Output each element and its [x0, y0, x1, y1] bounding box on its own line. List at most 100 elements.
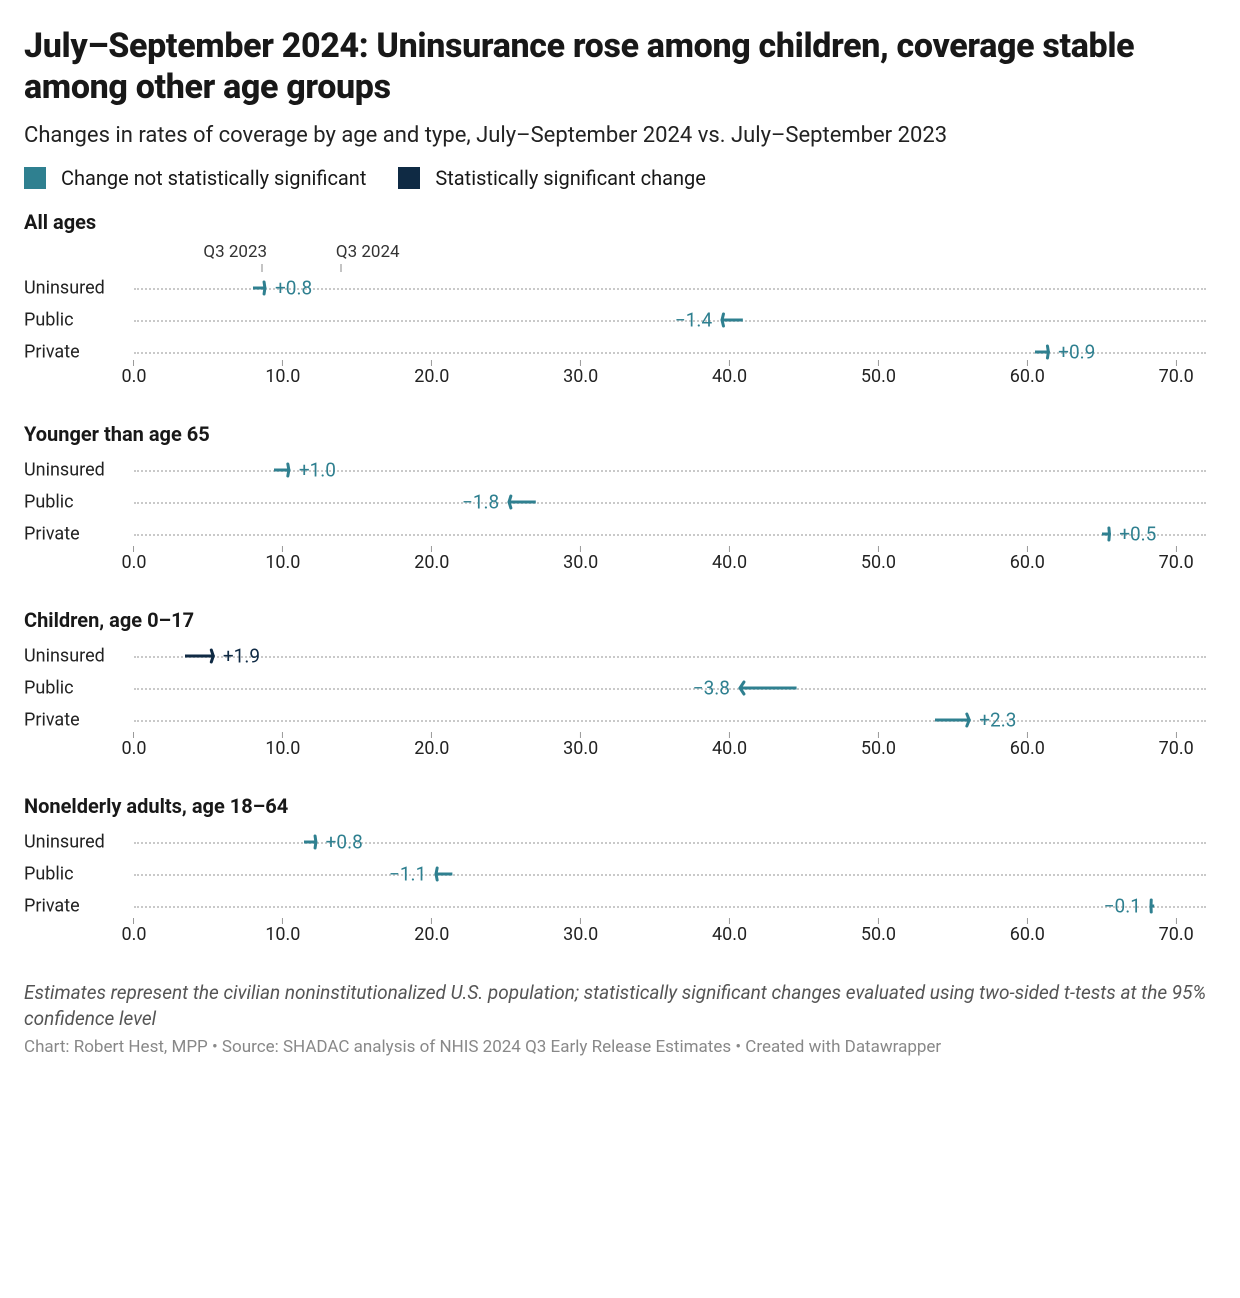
plot-area: Uninsured+1.9Public−3.8Private+2.30.010.… — [134, 640, 1206, 770]
panel: Nonelderly adults, age 18–64Uninsured+0.… — [24, 794, 1216, 956]
x-axis-tick: 50.0 — [861, 552, 896, 573]
change-arrow — [185, 646, 213, 666]
row-category-label: Uninsured — [24, 277, 124, 298]
period-tick-2024 — [340, 264, 341, 272]
row-category-label: Public — [24, 309, 124, 330]
legend-label-not-sig: Change not statistically significant — [61, 166, 366, 190]
x-axis: 0.010.020.030.040.050.060.070.0 — [134, 738, 1206, 770]
change-arrow — [253, 278, 265, 298]
x-axis-tick: 40.0 — [712, 366, 747, 387]
panel: Younger than age 65Uninsured+1.0Public−1… — [24, 422, 1216, 584]
x-axis-tick: 50.0 — [861, 924, 896, 945]
x-axis-tick: 10.0 — [265, 552, 300, 573]
arrow-row: Uninsured+0.8 — [134, 826, 1206, 858]
x-axis-tick: 30.0 — [563, 366, 598, 387]
period-label-2023: Q3 2023 — [203, 242, 267, 262]
legend-label-sig: Statistically significant change — [435, 166, 705, 190]
x-axis-tick: 40.0 — [712, 552, 747, 573]
legend-swatch-sig — [398, 167, 420, 189]
x-axis-tick: 60.0 — [1010, 738, 1045, 759]
row-gridline — [134, 656, 1206, 658]
rows: Uninsured+1.0Public−1.8Private+0.5 — [134, 454, 1206, 550]
change-arrow — [436, 864, 452, 884]
row-category-label: Private — [24, 523, 124, 544]
x-axis-tick: 30.0 — [563, 738, 598, 759]
x-axis-tick: 50.0 — [861, 366, 896, 387]
x-axis-tick: 20.0 — [414, 552, 449, 573]
change-arrow — [1102, 524, 1109, 544]
row-category-label: Public — [24, 491, 124, 512]
legend: Change not statistically significant Sta… — [24, 166, 1216, 190]
arrow-row: Private+0.9 — [134, 336, 1206, 368]
row-gridline — [134, 534, 1206, 536]
row-gridline — [134, 502, 1206, 504]
row-gridline — [134, 320, 1206, 322]
change-label: −1.1 — [389, 862, 426, 885]
x-axis-tick: 20.0 — [414, 738, 449, 759]
arrow-row: Private−0.1 — [134, 890, 1206, 922]
change-arrow — [1151, 896, 1154, 916]
x-axis: 0.010.020.030.040.050.060.070.0 — [134, 924, 1206, 956]
row-category-label: Uninsured — [24, 831, 124, 852]
row-gridline — [134, 842, 1206, 844]
change-arrow — [722, 310, 743, 330]
x-axis-tick: 0.0 — [122, 552, 147, 573]
panel-title: Younger than age 65 — [24, 422, 1216, 446]
change-arrow — [304, 832, 316, 852]
period-label-2024: Q3 2024 — [336, 242, 400, 262]
row-gridline — [134, 874, 1206, 876]
arrow-row: Uninsured+0.8 — [134, 272, 1206, 304]
legend-item-not-sig: Change not statistically significant — [24, 166, 366, 190]
chart-wrapper: July–September 2024: Uninsurance rose am… — [0, 0, 1240, 1081]
legend-swatch-not-sig — [24, 167, 46, 189]
x-axis: 0.010.020.030.040.050.060.070.0 — [134, 552, 1206, 584]
change-label: −1.4 — [675, 308, 712, 331]
panel-title: All ages — [24, 210, 1216, 234]
change-label: +0.8 — [275, 276, 312, 299]
x-axis-tick: 60.0 — [1010, 366, 1045, 387]
x-axis-tick: 30.0 — [563, 924, 598, 945]
row-gridline — [134, 688, 1206, 690]
panel-title: Nonelderly adults, age 18–64 — [24, 794, 1216, 818]
arrow-row: Public−1.8 — [134, 486, 1206, 518]
change-label: −1.8 — [462, 490, 499, 513]
arrow-row: Uninsured+1.9 — [134, 640, 1206, 672]
change-label: −0.1 — [1104, 894, 1141, 917]
x-axis-tick: 50.0 — [861, 738, 896, 759]
arrow-row: Public−1.4 — [134, 304, 1206, 336]
rows: Uninsured+0.8Public−1.1Private−0.1 — [134, 826, 1206, 922]
arrow-row: Public−1.1 — [134, 858, 1206, 890]
x-axis-tick: 60.0 — [1010, 924, 1045, 945]
row-category-label: Private — [24, 709, 124, 730]
change-arrow — [509, 492, 536, 512]
arrow-row: Public−3.8 — [134, 672, 1206, 704]
panel: All agesQ3 2023Q3 2024Uninsured+0.8Publi… — [24, 210, 1216, 398]
x-axis: 0.010.020.030.040.050.060.070.0 — [134, 366, 1206, 398]
x-axis-tick: 70.0 — [1159, 552, 1194, 573]
row-gridline — [134, 720, 1206, 722]
arrow-row: Private+0.5 — [134, 518, 1206, 550]
change-label: +0.8 — [326, 830, 363, 853]
x-axis-tick: 20.0 — [414, 924, 449, 945]
x-axis-tick: 0.0 — [122, 366, 147, 387]
x-axis-tick: 10.0 — [265, 366, 300, 387]
x-axis-tick: 40.0 — [712, 738, 747, 759]
rows: Uninsured+0.8Public−1.4Private+0.9 — [134, 272, 1206, 368]
row-category-label: Public — [24, 677, 124, 698]
change-label: +1.0 — [299, 458, 336, 481]
panels-container: All agesQ3 2023Q3 2024Uninsured+0.8Publi… — [24, 210, 1216, 956]
x-axis-tick: 20.0 — [414, 366, 449, 387]
x-axis-tick: 40.0 — [712, 924, 747, 945]
footnote: Estimates represent the civilian noninst… — [24, 980, 1216, 1031]
change-arrow — [274, 460, 289, 480]
period-tick-2023 — [262, 264, 263, 272]
arrow-row: Private+2.3 — [134, 704, 1206, 736]
change-label: +2.3 — [979, 708, 1016, 731]
row-category-label: Public — [24, 863, 124, 884]
row-category-label: Uninsured — [24, 459, 124, 480]
row-gridline — [134, 906, 1206, 908]
x-axis-tick: 0.0 — [122, 924, 147, 945]
period-header-labels: Q3 2023 Q3 2024 — [134, 242, 1206, 268]
change-arrow — [740, 678, 797, 698]
row-category-label: Uninsured — [24, 645, 124, 666]
